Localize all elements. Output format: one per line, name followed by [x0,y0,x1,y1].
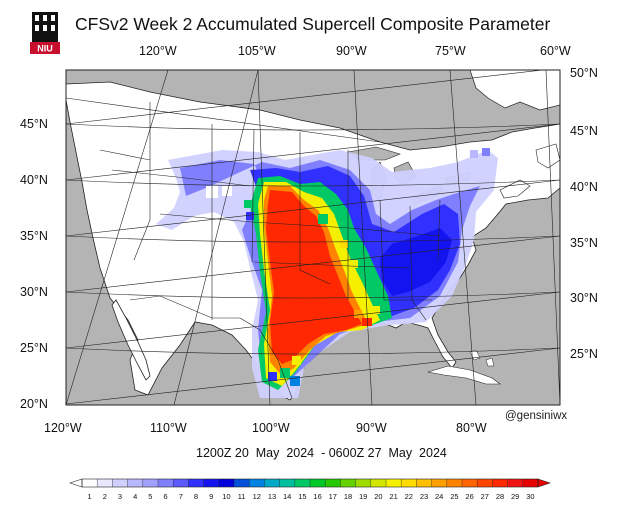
political-borders [66,97,441,399]
top-lon-label: 105°W [238,44,276,58]
top-lon-label: 90°W [336,44,367,58]
top-lon-label: 75°W [435,44,466,58]
bottom-lon-label: 110°W [150,421,187,435]
colorbar-tick-label: 13 [267,492,277,501]
colorbar-tick-label: 4 [133,492,138,501]
bottom-lon-label: 100°W [252,421,290,435]
colorbar-tick-label: 27 [480,492,489,501]
right-lat-label: 35°N [570,236,598,250]
colorbar-tick-label: 15 [298,492,307,501]
colorbar-tick-label: 21 [389,492,398,501]
colorbar-tick-label: 29 [511,492,520,501]
colorbar-tick-label: 26 [465,492,474,501]
colorbar-tick-label: 8 [193,492,199,501]
colorbar-tick-label: 9 [209,492,214,501]
right-lat-label: 50°N [570,66,598,80]
colorbar-tick-label: 23 [419,492,429,501]
left-lat-label: 30°N [20,285,48,299]
colorbar-tick-label: 19 [359,492,368,501]
valid-period: 1200Z 20 May 2024 - 0600Z 27 May 2024 [196,446,447,460]
colorbar-tick-label: 5 [148,492,153,501]
colorbar-tick-label: 10 [222,492,231,501]
colorbar-tick-label: 16 [313,492,322,501]
niu-logo: NIU [30,12,60,54]
author-watermark: @gensiniwx [505,410,568,422]
colorbar-tick-label: 24 [435,492,444,501]
left-lat-label: 25°N [20,341,48,355]
top-lon-label: 120°W [139,44,177,58]
land-baja [111,299,151,381]
land-northeast [469,70,560,111]
graticule [66,70,560,405]
land-cuba [427,365,501,385]
left-lat-label: 45°N [20,117,48,131]
colorbar-tick-label: 25 [450,492,459,501]
right-lat-label: 25°N [570,347,598,361]
right-lat-label: 45°N [570,124,598,138]
top-lon-label: 60°W [540,44,571,58]
logo-text: NIU [37,44,53,54]
colorbar-tick-label: 1 [87,492,92,501]
scp-shading [156,148,498,398]
colorbar-tick-label: 28 [495,492,505,501]
map-frame [65,69,561,406]
colorbar-tick-label: 11 [237,492,246,501]
right-lat-label: 40°N [570,180,598,194]
bottom-lon-label: 120°W [44,421,82,435]
bottom-lon-label: 80°W [456,421,487,435]
left-lat-label: 35°N [20,229,48,243]
bottom-lon-label: 90°W [356,421,387,435]
land-bahamas [469,349,495,367]
left-lat-label: 40°N [20,173,48,187]
colorbar-tick-label: 14 [283,492,292,501]
right-lat-label: 30°N [570,291,598,305]
land-newfoundland [535,143,560,169]
left-lat-label: 20°N [20,397,48,411]
colorbar-tick-label: 7 [178,492,183,501]
colorbar-tick-label: 30 [526,492,535,501]
colorbar-tick-label: 6 [163,492,168,501]
colorbar-tick-label: 3 [117,492,123,501]
colorbar-tick-label: 12 [252,492,261,501]
colorbar-tick-label: 18 [343,492,353,501]
map-title: CFSv2 Week 2 Accumulated Supercell Compo… [75,14,551,34]
colorbar-tick-label: 20 [374,492,383,501]
colorbar-tick-label: 17 [328,492,337,501]
colorbar-tick-label: 2 [102,492,107,501]
colorbar-tick-label: 22 [404,492,413,501]
